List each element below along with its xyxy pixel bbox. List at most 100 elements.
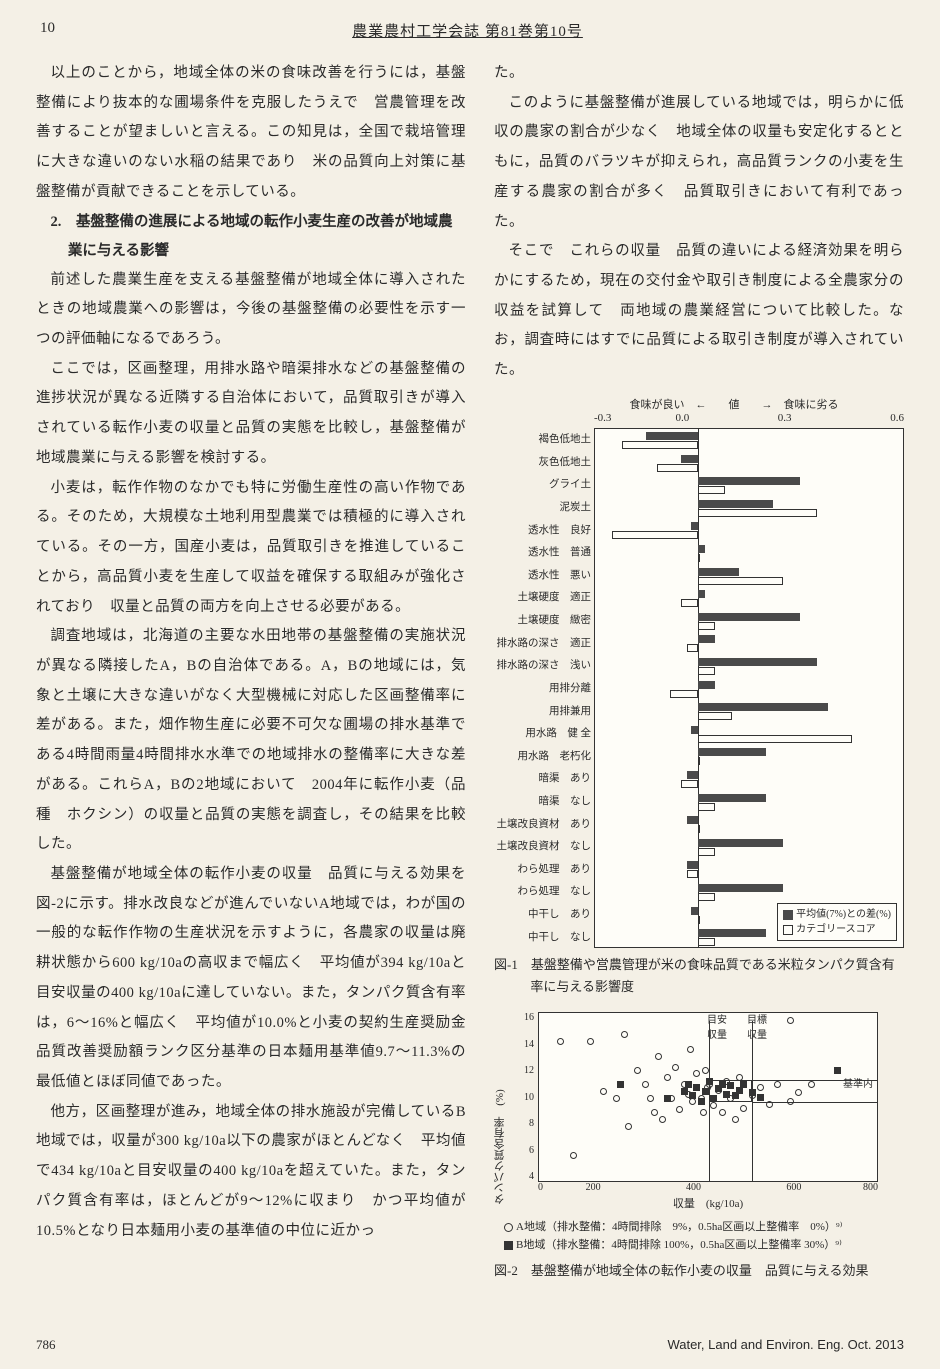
- category-label: 透水性 良好: [491, 525, 595, 537]
- scatter-point-filled: [723, 1091, 730, 1098]
- ytick: 14: [512, 1039, 534, 1050]
- category-label: 灰色低地土: [491, 457, 595, 469]
- page-number-top: 10: [40, 20, 55, 41]
- ref-hline: [752, 1080, 878, 1081]
- bar-dark: [698, 568, 739, 576]
- scatter-point-open: [700, 1109, 707, 1116]
- bar-dark: [691, 726, 698, 734]
- scatter-point-filled: [834, 1067, 841, 1074]
- bar-dark: [691, 522, 698, 530]
- scatter-point-filled: [617, 1081, 624, 1088]
- scatter-point-open: [687, 1046, 694, 1053]
- scatter-point-filled: [698, 1098, 705, 1105]
- bar-light: [657, 464, 698, 472]
- category-label: 土壌改良資材 あり: [491, 819, 595, 831]
- category-label: 土壌改良資材 なし: [491, 841, 595, 853]
- legend-item: カテゴリースコア: [796, 924, 876, 935]
- bar-light: [698, 554, 700, 562]
- right-column: た。 このように基盤整備が進展している地域では，明らかに低収の農家の割合が少なく…: [494, 59, 904, 1282]
- scatter-point-open: [634, 1067, 641, 1074]
- bar-light: [698, 509, 818, 517]
- ref-label: 目標 収量: [747, 1011, 767, 1041]
- category-label: 用排兼用: [491, 706, 595, 718]
- scatter-point-open: [672, 1064, 679, 1071]
- scatter-point-open: [659, 1116, 666, 1123]
- category-label: 用水路 老朽化: [491, 751, 595, 763]
- scatter-point-filled: [719, 1081, 726, 1088]
- bar-light: [698, 825, 700, 833]
- category-label: 用排分離: [491, 683, 595, 695]
- fig2-ylabel: タンパク質含有率 (%): [492, 1089, 508, 1205]
- xtick: -0.3: [594, 412, 631, 424]
- fig1-legend: 平均値(7%)との差(%) カテゴリースコア: [777, 903, 897, 941]
- bar-light: [698, 486, 725, 494]
- bar-light: [698, 848, 715, 856]
- scatter-point-open: [664, 1074, 671, 1081]
- fig2-plot-area: 目安 収量 目標 収量 基準内: [538, 1012, 878, 1182]
- legend-item: B地域（排水整備：4時間排除 100%，0.5ha区画以上整備率 30%）⁹⁾: [516, 1239, 842, 1251]
- bar-dark: [698, 748, 766, 756]
- fig1-xticks: -0.3 0.0 0.3 0.6: [494, 412, 904, 424]
- bar-dark: [698, 545, 705, 553]
- scatter-point-open: [774, 1081, 781, 1088]
- fig2-xlabel: 収量 (kg/10a): [538, 1195, 878, 1211]
- bar-dark: [687, 771, 697, 779]
- bar-dark: [698, 635, 715, 643]
- category-label: 褐色低地土: [491, 434, 595, 446]
- category-label: 暗渠 あり: [491, 773, 595, 785]
- bar-light: [612, 531, 698, 539]
- paragraph: 小麦は，転作作物のなかでも特に労働生産性の高い作物である。そのため，大規模な土地…: [36, 474, 466, 623]
- page-number-bottom: 786: [36, 1337, 56, 1353]
- legend-item: A地域（排水整備：4時間排除 9%，0.5ha区画以上整備率 0%）⁹⁾: [516, 1221, 842, 1233]
- category-label: 用水路 健 全: [491, 728, 595, 740]
- scatter-point-filled: [710, 1095, 717, 1102]
- xtick: 400: [643, 1182, 743, 1193]
- figure-2-scatter-chart: タンパク質含有率 (%) 16 14 12 10 8 6 4 目安 収量 目標 …: [494, 1012, 904, 1282]
- scatter-point-open: [787, 1017, 794, 1024]
- paragraph: このように基盤整備が進展している地域では，明らかに低収の農家の割合が少なく 地域…: [494, 89, 904, 238]
- xtick: 0.0: [631, 412, 733, 424]
- xtick: 0.3: [733, 412, 835, 424]
- legend-item: 平均値(7%)との差(%): [796, 909, 891, 920]
- scatter-point-open: [621, 1031, 628, 1038]
- bar-dark: [698, 658, 818, 666]
- category-label: 土壌硬度 緻密: [491, 615, 595, 627]
- scatter-point-open: [787, 1098, 794, 1105]
- scatter-point-open: [808, 1081, 815, 1088]
- bar-dark: [691, 907, 698, 915]
- bar-light: [698, 667, 715, 675]
- bar-light: [687, 644, 697, 652]
- fig1-plot-area: 平均値(7%)との差(%) カテゴリースコア 褐色低地土灰色低地土グライ土泥炭土…: [594, 428, 904, 948]
- scatter-point-open: [600, 1088, 607, 1095]
- scatter-point-open: [693, 1070, 700, 1077]
- bar-light: [670, 690, 697, 698]
- bar-dark: [646, 432, 697, 440]
- scatter-point-filled: [727, 1082, 734, 1089]
- scatter-point-filled: [685, 1081, 692, 1088]
- bar-light: [698, 735, 852, 743]
- scatter-point-filled: [740, 1081, 747, 1088]
- paragraph: ここでは，区画整理，用排水路や暗渠排水などの基盤整備の進捗状況が異なる近隣する自…: [36, 355, 466, 474]
- fig1-caption: 図-1 基盤整備や営農管理が米の食味品質である米粒タンパク質含有率に与える影響度: [494, 954, 904, 998]
- scatter-point-filled: [749, 1089, 756, 1096]
- scatter-point-open: [587, 1038, 594, 1045]
- category-label: 泥炭土: [491, 502, 595, 514]
- bar-dark: [687, 816, 697, 824]
- scatter-point-open: [719, 1109, 726, 1116]
- bar-light: [698, 938, 715, 946]
- scatter-point-open: [570, 1152, 577, 1159]
- fig2-legend: A地域（排水整備：4時間排除 9%，0.5ha区画以上整備率 0%）⁹⁾ B地域…: [504, 1219, 904, 1254]
- bar-light: [687, 870, 697, 878]
- bar-dark: [698, 590, 705, 598]
- scatter-point-open: [740, 1105, 747, 1112]
- paragraph: 他方，区画整理が進み，地域全体の排水施設が完備しているB地域では，収量が300 …: [36, 1098, 466, 1247]
- paragraph: そこで これらの収量 品質の違いによる経済効果を明らかにするため，現在の交付金や…: [494, 237, 904, 386]
- xtick: 800: [844, 1182, 878, 1193]
- ytick: 6: [512, 1145, 534, 1156]
- bar-light: [698, 757, 700, 765]
- bar-light: [622, 441, 697, 449]
- scatter-point-open: [795, 1089, 802, 1096]
- scatter-point-filled: [693, 1084, 700, 1091]
- left-column: 以上のことから，地域全体の米の食味改善を行うには，基盤整備により抜本的な圃場条件…: [36, 59, 466, 1282]
- xtick: 600: [744, 1182, 844, 1193]
